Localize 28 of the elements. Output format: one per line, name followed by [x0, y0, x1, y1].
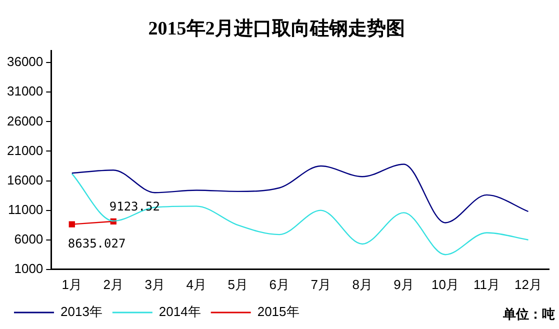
legend-label: 2013年 — [60, 304, 102, 320]
x-tick-label: 6月 — [269, 276, 290, 292]
x-tick-label: 2月 — [103, 276, 124, 292]
x-tick-label: 5月 — [228, 276, 248, 292]
y-tick-label: 21000 — [6, 142, 44, 158]
x-tick-label: 4月 — [186, 276, 206, 292]
y-tick-label: 31000 — [6, 84, 44, 99]
legend-label: 2015年 — [257, 304, 300, 320]
x-tick-label: 11月 — [474, 276, 500, 292]
data-label: 8635.027 — [68, 236, 126, 250]
x-tick-label: 3月 — [144, 276, 165, 292]
text: 单位：吨 — [502, 306, 555, 322]
x-tick-label: 9月 — [394, 276, 414, 292]
y-tick-label: 6000 — [14, 231, 44, 246]
x-tick-label: 8月 — [352, 276, 372, 292]
y-tick-label: 16000 — [6, 172, 44, 188]
y-tick-label: 36000 — [6, 54, 44, 70]
legend-label: 2014年 — [158, 304, 201, 320]
x-tick-label: 1月 — [62, 276, 82, 292]
chart-title: 2015年2月进口取向硅钢走势图 — [148, 17, 405, 40]
x-tick-label: 12月 — [514, 276, 542, 292]
line-series — [71, 164, 529, 224]
y-tick-label: 11000 — [8, 202, 44, 217]
y-tick-label: 26000 — [6, 113, 44, 128]
x-tick-label: 7月 — [310, 276, 331, 292]
y-tick-label: 1000 — [14, 260, 44, 276]
data-label: 9123.52 — [109, 200, 160, 214]
x-tick-label: 10月 — [432, 276, 460, 292]
